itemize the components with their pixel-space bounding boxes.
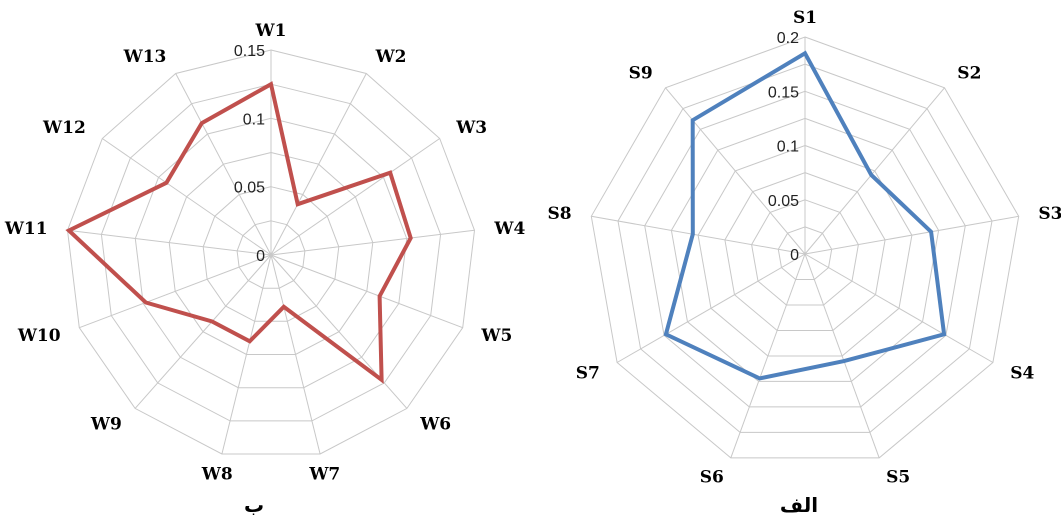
axis-label-s6: S6 — [700, 468, 724, 488]
spoke-line — [804, 87, 945, 255]
spoke-line — [804, 253, 994, 363]
grid-ring — [590, 36, 1020, 459]
chart-caption-s: الف — [780, 493, 818, 517]
grid-ring — [644, 90, 966, 408]
axis-label-s3: S3 — [1038, 204, 1061, 224]
tick-label: 0.05 — [234, 180, 265, 197]
axis-label-s8: S8 — [547, 204, 571, 224]
tick-label: 0.15 — [234, 43, 265, 60]
axis-label-w3: W3 — [455, 118, 487, 138]
radar-chart-s: 0 0.05 0.1 0.15 0.2 S1 S2 S3 S4 S5 S6 S7 S8 S9 — [547, 8, 1061, 488]
spoke-line — [270, 138, 440, 256]
axis-label-s7: S7 — [576, 364, 600, 384]
tick-label: 0.1 — [243, 111, 265, 128]
axis-label-w6: W6 — [419, 414, 451, 434]
series-line-w — [65, 81, 413, 384]
spoke-line — [804, 215, 1019, 255]
spoke-line — [67, 229, 272, 256]
axis-label-w13: W13 — [123, 47, 167, 67]
axis-label-w1: W1 — [255, 21, 287, 41]
axis-label-w11: W11 — [4, 219, 48, 239]
series-line-s — [663, 50, 947, 381]
grid-ring — [724, 172, 886, 331]
spoke-line — [270, 254, 321, 455]
spoke-line — [270, 229, 475, 256]
grid-ring — [236, 220, 306, 289]
grid-ring — [617, 63, 993, 433]
tick-label: 0 — [256, 248, 265, 265]
tick-label: 0.05 — [768, 193, 799, 210]
spoke-line — [591, 215, 806, 255]
grid-ring — [777, 226, 833, 280]
spoke-line — [102, 138, 272, 256]
axis-label-w5: W5 — [480, 326, 512, 346]
grid-ring — [66, 49, 476, 455]
spoke-line — [665, 87, 806, 255]
axis-label-w12: W12 — [42, 118, 86, 138]
spoke-line — [616, 253, 806, 363]
axis-label-w7: W7 — [308, 465, 340, 485]
spoke-line — [730, 253, 806, 459]
spoke-line — [270, 254, 463, 329]
grid-ring — [168, 151, 374, 355]
radar-chart-w: 0 0.05 0.1 0.15 W1 W2 W3 W4 W5 W6 W7 W8 W9 W10 W11 W12 W… — [4, 21, 526, 485]
axis-label-w4: W4 — [493, 219, 525, 239]
grid-ring — [100, 83, 442, 422]
axis-label-s5: S5 — [886, 468, 910, 488]
spoke-line — [134, 254, 272, 409]
chart-caption-w: ب — [244, 493, 264, 517]
tick-label: 0.2 — [777, 30, 799, 47]
spoke-line — [221, 254, 272, 455]
axis-label-w8: W8 — [201, 465, 233, 485]
tick-label: 0.15 — [768, 84, 799, 101]
spoke-line — [79, 254, 272, 329]
spoke-line — [175, 73, 272, 256]
tick-label: 0.1 — [777, 139, 799, 156]
axis-label-s4: S4 — [1010, 364, 1034, 384]
grid-ring — [751, 199, 859, 306]
spoke-line — [804, 253, 880, 459]
axis-label-w9: W9 — [90, 414, 122, 434]
tick-label: 0 — [790, 247, 799, 264]
axis-label-s2: S2 — [957, 63, 981, 83]
spoke-line — [270, 73, 367, 256]
axis-label-s9: S9 — [629, 63, 653, 83]
grid-ring — [697, 144, 913, 357]
spoke-line — [270, 254, 408, 409]
axis-label-w2: W2 — [375, 47, 407, 67]
axis-label-s1: S1 — [793, 8, 817, 28]
axis-label-w10: W10 — [17, 326, 61, 346]
